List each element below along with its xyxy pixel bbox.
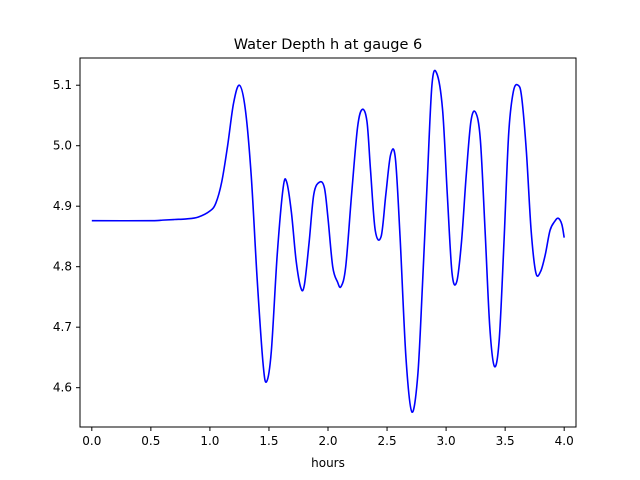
y-tick-label: 4.7	[53, 320, 72, 334]
y-tick-label: 5.1	[53, 78, 72, 92]
x-tick-label: 1.0	[200, 434, 219, 448]
series-layer	[91, 69, 565, 413]
x-tick-label: 1.5	[259, 434, 278, 448]
y-tick-label: 4.9	[53, 199, 72, 213]
x-tick-label: 3.5	[496, 434, 515, 448]
x-tick-label: 2.5	[378, 434, 397, 448]
x-tick-label: 0.5	[141, 434, 160, 448]
x-tick-label: 2.0	[318, 434, 337, 448]
x-tick-label: 3.0	[437, 434, 456, 448]
series-line-0	[91, 69, 565, 413]
x-tick-label: 0.0	[82, 434, 101, 448]
y-tick-label: 5.0	[53, 139, 72, 153]
x-axis-label: hours	[311, 456, 345, 470]
y-tick-label: 4.6	[53, 381, 72, 395]
chart-title: Water Depth h at gauge 6	[234, 37, 422, 53]
x-tick-label: 4.0	[555, 434, 574, 448]
y-tick-label: 4.8	[53, 260, 72, 274]
y-axis: 4.6 4.7 4.8 4.9 5.0 5.1	[53, 78, 80, 395]
x-axis: 0.0 0.5 1.0 1.5 2.0 2.5 3.0 3.5 4.0	[82, 427, 574, 448]
